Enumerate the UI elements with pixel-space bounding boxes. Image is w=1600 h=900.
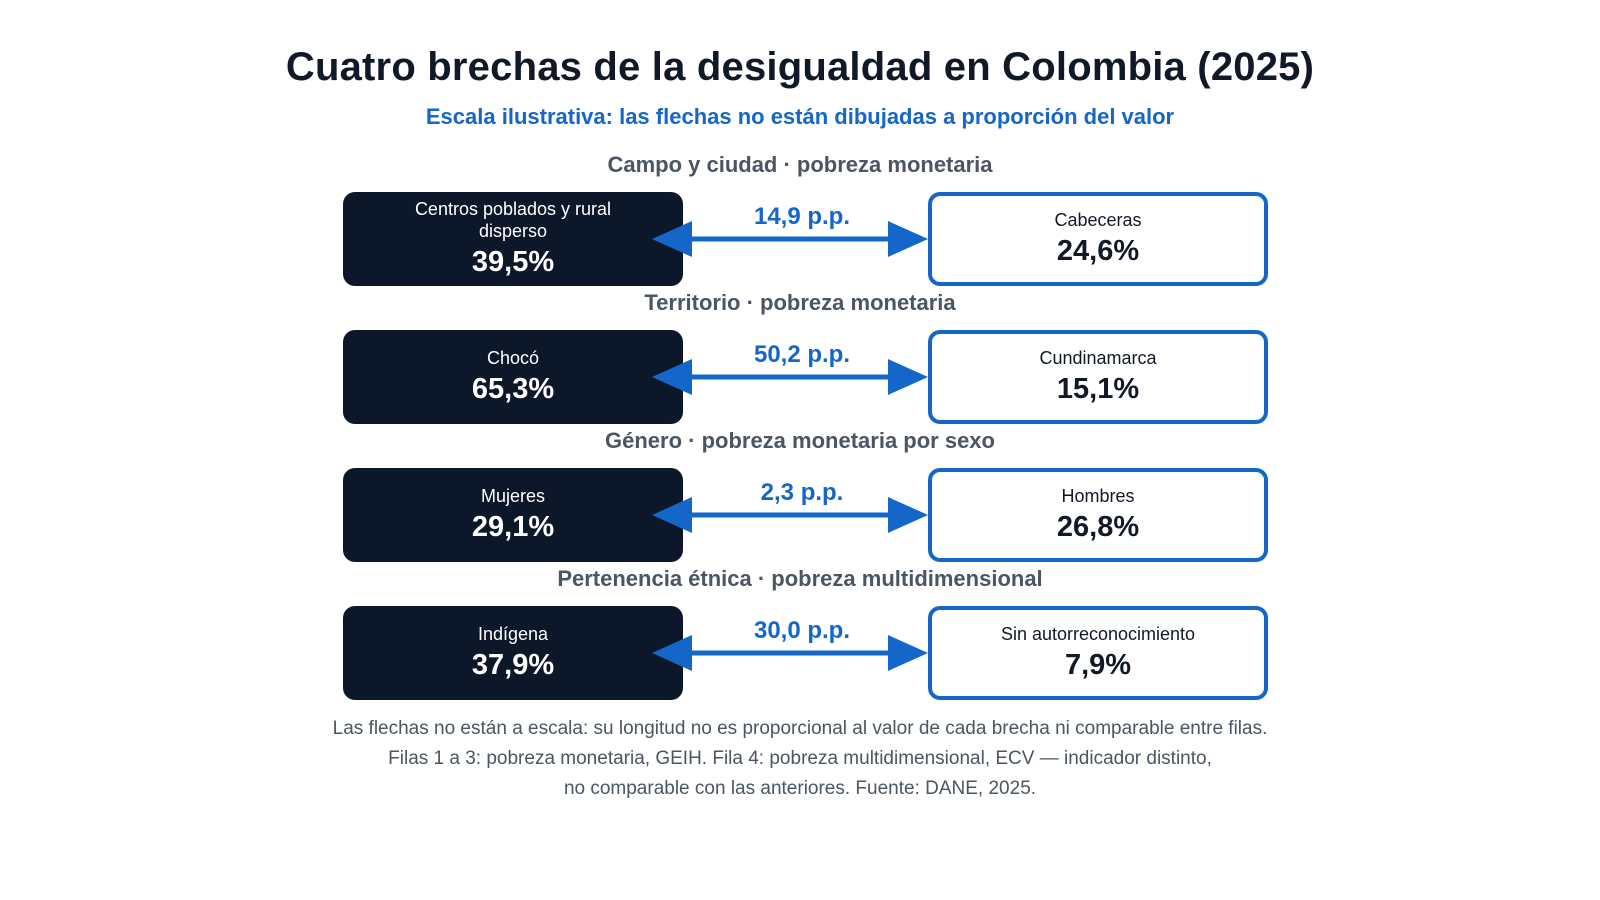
right-group-name: Hombres xyxy=(1061,486,1135,506)
left-group-value: 37,9% xyxy=(471,649,555,681)
left-group-name: Indígena xyxy=(477,624,549,644)
right-group-name: Cundinamarca xyxy=(1039,348,1157,368)
double-arrow-icon xyxy=(652,497,928,533)
left-group-box: Centros poblados y rural disperso 39,5% xyxy=(343,192,683,286)
gap-rows: Campo y ciudad · pobreza monetaria Centr… xyxy=(0,150,1600,702)
footnote-line: Las flechas no están a escala: su longit… xyxy=(332,718,1268,739)
left-group-box: Indígena 37,9% xyxy=(343,606,683,700)
double-arrow-icon xyxy=(652,635,928,671)
left-group-box: Chocó 65,3% xyxy=(343,330,683,424)
left-group-name: Mujeres xyxy=(480,486,546,506)
right-group-box: Cundinamarca 15,1% xyxy=(928,330,1268,424)
footnote-line: no comparable con las anteriores. Fuente… xyxy=(563,778,1037,799)
footnote-line: Filas 1 a 3: pobreza monetaria, GEIH. Fi… xyxy=(388,748,1212,769)
left-group-value: 65,3% xyxy=(471,373,555,405)
left-group-box: Mujeres 29,1% xyxy=(343,468,683,562)
row-label: Género · pobreza monetaria por sexo xyxy=(605,428,995,453)
right-group-name: Cabeceras xyxy=(1054,210,1142,230)
right-group-box: Cabeceras 24,6% xyxy=(928,192,1268,286)
gap-row-ethnicity: Pertenencia étnica · pobreza multidimens… xyxy=(0,564,1600,702)
row-label: Territorio · pobreza monetaria xyxy=(644,290,956,315)
subtitle: Escala ilustrativa: las flechas no están… xyxy=(425,104,1175,129)
footnotes: Las flechas no están a escala: su longit… xyxy=(0,714,1600,804)
gap-row-rural-urban: Campo y ciudad · pobreza monetaria Centr… xyxy=(0,150,1600,288)
right-group-value: 24,6% xyxy=(1056,235,1140,267)
left-group-value: 39,5% xyxy=(471,246,555,278)
right-group-value: 26,8% xyxy=(1056,511,1140,543)
right-group-name: Sin autorreconocimiento xyxy=(1000,624,1196,644)
gap-row-gender: Género · pobreza monetaria por sexo Muje… xyxy=(0,426,1600,564)
gap-row-territory: Territorio · pobreza monetaria Chocó 65,… xyxy=(0,288,1600,426)
right-group-value: 15,1% xyxy=(1056,373,1140,405)
row-label: Campo y ciudad · pobreza monetaria xyxy=(607,152,993,177)
left-group-value: 29,1% xyxy=(471,511,555,543)
page-title: Cuatro brechas de la desigualdad en Colo… xyxy=(285,45,1315,89)
left-group-name: Chocó xyxy=(486,348,540,368)
gap-value: 50,2 p.p. xyxy=(753,341,851,368)
left-group-name: Centros poblados y rural disperso xyxy=(414,199,612,241)
gap-value: 30,0 p.p. xyxy=(753,617,851,644)
right-group-box: Hombres 26,8% xyxy=(928,468,1268,562)
row-label: Pertenencia étnica · pobreza multidimens… xyxy=(557,566,1043,591)
right-group-value: 7,9% xyxy=(1064,649,1132,681)
double-arrow-icon xyxy=(652,359,928,395)
right-group-box: Sin autorreconocimiento 7,9% xyxy=(928,606,1268,700)
double-arrow-icon xyxy=(652,221,928,257)
gap-value: 2,3 p.p. xyxy=(760,479,844,506)
gap-value: 14,9 p.p. xyxy=(753,203,851,230)
